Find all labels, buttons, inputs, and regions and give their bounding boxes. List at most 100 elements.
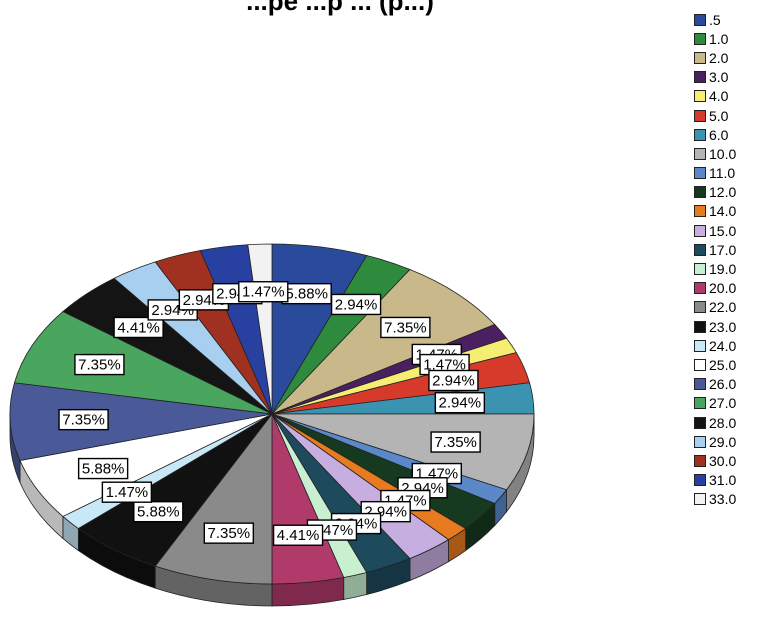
data-label-box (428, 369, 479, 392)
data-label-22.0: 7.35% (203, 522, 255, 544)
legend-item: 17.0 (694, 240, 760, 259)
data-label-20.0: 4.41% (272, 524, 324, 546)
data-label-10.0: 7.35% (430, 431, 481, 453)
data-label-4.0: 1.47% (419, 353, 470, 376)
legend-item: 19.0 (694, 259, 760, 278)
legend-swatch (694, 358, 706, 371)
legend-item: 27.0 (694, 394, 760, 413)
data-label-6.0: 2.94% (434, 392, 486, 414)
data-label-box (238, 281, 289, 303)
data-label-text: 1.47% (423, 357, 466, 374)
legend-label: 5.0 (709, 107, 729, 124)
data-label-text: 7.35% (62, 412, 105, 429)
legend-swatch (694, 13, 706, 26)
legend-swatch (694, 128, 706, 141)
legend-item: 23.0 (694, 317, 760, 336)
legend-swatch (694, 109, 706, 122)
legend-swatch (694, 243, 706, 256)
chart-title: ...pe ...p ... (p...) (246, 0, 434, 16)
slice-2.0 (271, 268, 496, 415)
legend-label: 15.0 (709, 222, 737, 239)
legend-label: 3.0 (709, 69, 729, 86)
data-label-text: 4.41% (277, 527, 320, 544)
legend-label: .5 (709, 11, 721, 28)
legend-label: 27.0 (709, 395, 737, 412)
data-label-box (133, 500, 184, 523)
data-label-box (434, 392, 486, 414)
data-label-27.0: 7.35% (74, 353, 125, 376)
legend-swatch (694, 32, 706, 45)
data-label-text: 5.88% (82, 461, 125, 478)
legend-swatch (694, 493, 706, 506)
legend-label: 22.0 (709, 299, 737, 316)
legend-item: 24.0 (694, 336, 760, 355)
data-label-text: 4.41% (117, 319, 160, 336)
data-label-23.0: 5.88% (133, 500, 184, 523)
data-label-.5: 5.88% (281, 282, 332, 305)
data-label-box (77, 457, 129, 480)
legend-label: 17.0 (709, 241, 737, 258)
data-label-text: 7.35% (78, 357, 121, 374)
legend-item: .5 (694, 10, 760, 29)
data-label-box (58, 408, 109, 431)
legend-label: 23.0 (709, 318, 737, 335)
legend-label: 19.0 (709, 261, 737, 278)
legend-swatch (694, 320, 706, 333)
data-label-box (74, 353, 125, 376)
legend-label: 12.0 (709, 184, 737, 201)
data-label-box (430, 431, 481, 453)
legend-item: 31.0 (694, 471, 760, 490)
legend-item: 15.0 (694, 221, 760, 240)
legend-item: 1.0 (694, 29, 760, 48)
data-label-text: 7.35% (384, 319, 427, 336)
data-label-box (203, 522, 255, 544)
slice-27.0 (13, 311, 273, 415)
legend-swatch (694, 263, 706, 276)
legend-swatch (694, 147, 706, 160)
legend-swatch (694, 397, 706, 410)
legend-swatch (694, 282, 706, 295)
legend-label: 14.0 (709, 203, 737, 220)
legend-label: 33.0 (709, 491, 737, 508)
data-label-box (380, 316, 431, 339)
legend-swatch (694, 454, 706, 467)
data-label-box (330, 293, 382, 316)
legend-swatch (694, 71, 706, 84)
legend-label: 30.0 (709, 452, 737, 469)
legend-label: 4.0 (709, 88, 729, 105)
legend-label: 31.0 (709, 472, 737, 489)
legend-swatch (694, 90, 706, 103)
data-label-text: 7.35% (434, 434, 477, 451)
legend-label: 11.0 (709, 165, 736, 182)
legend-label: 29.0 (709, 433, 737, 450)
legend-label: 26.0 (709, 376, 737, 393)
legend-item: 4.0 (694, 87, 760, 106)
data-label-1.0: 2.94% (330, 293, 382, 316)
legend-item: 12.0 (694, 183, 760, 202)
data-label-2.0: 7.35% (380, 316, 431, 339)
legend-swatch (694, 301, 706, 314)
legend-item: 2.0 (694, 48, 760, 67)
data-label-text: 5.88% (285, 286, 328, 303)
data-label-box (101, 481, 153, 503)
data-label-25.0: 5.88% (77, 457, 129, 480)
legend-label: 10.0 (709, 145, 737, 162)
data-label-5.0: 2.94% (428, 369, 479, 392)
data-label-text: 2.94% (432, 373, 475, 390)
data-label-text: 1.47% (242, 284, 285, 301)
legend-item: 11.0 (694, 164, 760, 183)
legend-item: 14.0 (694, 202, 760, 221)
legend-item: 30.0 (694, 451, 760, 470)
legend-swatch (694, 224, 706, 237)
data-label-28.0: 4.41% (113, 316, 164, 339)
legend-swatch (694, 378, 706, 391)
legend-swatch (694, 416, 706, 429)
legend-label: 28.0 (709, 414, 737, 431)
legend: .5 1.0 2.0 3.0 4.0 5.0 6.0 10.0 11.0 12.0 14.0 15.0… (694, 10, 760, 509)
legend-item: 25.0 (694, 355, 760, 374)
legend-label: 20.0 (709, 280, 737, 297)
legend-swatch (694, 474, 706, 487)
legend-item: 28.0 (694, 413, 760, 432)
